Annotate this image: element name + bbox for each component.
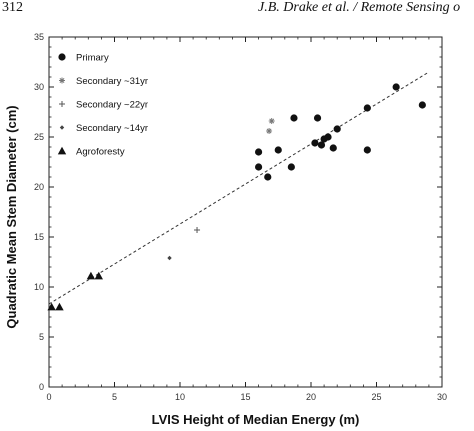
data-point-triangle	[55, 302, 64, 311]
x-tick-label: 0	[46, 392, 51, 402]
data-point-circle	[418, 101, 426, 109]
data-points	[47, 83, 426, 311]
data-point-plus	[194, 227, 201, 233]
data-point-circle	[329, 144, 337, 152]
running-head: J.B. Drake et al. / Remote Sensing o	[258, 0, 461, 15]
data-point-circle	[274, 146, 282, 154]
data-point-circle	[311, 139, 319, 147]
x-axis-title: LVIS Height of Median Energy (m)	[152, 412, 360, 427]
data-point-circle	[255, 148, 263, 156]
x-tick-label: 20	[306, 392, 316, 402]
data-point-circle	[363, 146, 371, 154]
legend-marker-circle	[58, 53, 66, 61]
data-point-circle	[317, 141, 326, 149]
data-point-star	[268, 118, 275, 124]
legend-label: Agroforesty	[76, 147, 125, 158]
x-tick-label: 15	[240, 392, 250, 402]
y-tick-label: 35	[34, 32, 44, 42]
data-point-circle	[363, 104, 371, 112]
star-d2	[269, 118, 275, 124]
x-tick-label: 25	[371, 392, 381, 402]
star-d2	[59, 78, 65, 83]
data-point-triangle	[94, 271, 103, 280]
data-point-triangle	[86, 271, 96, 280]
data-point-circle	[313, 114, 322, 122]
y-tick-label: 30	[34, 82, 44, 92]
x-tick-label: 30	[437, 392, 447, 402]
legend-marker-diamond	[59, 125, 65, 130]
data-point-circle	[324, 133, 332, 141]
legend-marker-star	[59, 77, 65, 84]
data-point-triangle	[47, 302, 56, 311]
legend-marker-plus	[59, 101, 65, 107]
data-point-circle	[264, 173, 272, 181]
data-point-circle	[333, 125, 341, 133]
y-axis-title: Quadratic Mean Stem Diameter (cm)	[4, 105, 19, 328]
star-d2	[266, 128, 272, 134]
y-tick-label: 5	[39, 332, 44, 342]
legend-label: Secondary ~22yr	[76, 100, 148, 111]
legend-label: Secondary ~31yr	[76, 76, 148, 87]
x-tick-label: 10	[175, 392, 185, 402]
data-point-circle	[255, 163, 263, 171]
page-number: 312	[2, 0, 23, 15]
y-tick-label: 20	[34, 182, 44, 192]
x-tick-label: 5	[112, 392, 117, 402]
y-tick-label: 10	[34, 282, 44, 292]
axes: 0 5 10 15 20 25 30 0 5 10 15 20 25 30 35	[34, 32, 447, 402]
data-point-diamond	[167, 255, 172, 261]
y-tick-label: 0	[39, 382, 44, 392]
plot-frame	[48, 36, 443, 388]
data-point-star	[266, 128, 273, 134]
y-tick-label: 25	[34, 132, 44, 142]
legend-label: Secondary ~14yr	[76, 123, 148, 134]
y-tick-label: 15	[34, 232, 44, 242]
data-point-circle	[392, 83, 400, 91]
legend-marker-triangle	[57, 146, 67, 155]
legend-label: Primary	[76, 53, 109, 64]
data-point-circle	[287, 163, 295, 171]
legend: Primary Secondary ~31yr Secondary ~22yr Sec…	[57, 53, 148, 158]
data-point-circle	[290, 114, 298, 122]
